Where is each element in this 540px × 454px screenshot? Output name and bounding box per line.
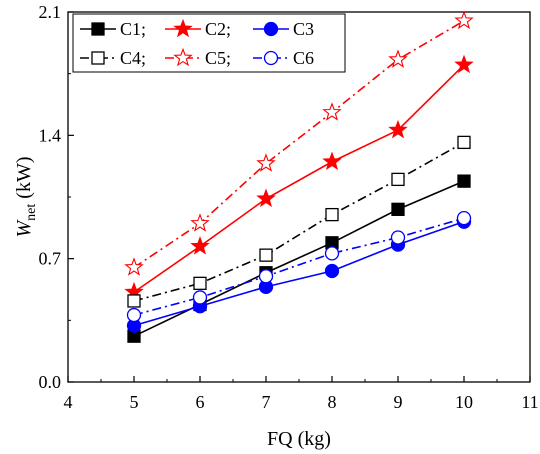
y-axis-symbol: W	[13, 218, 35, 237]
y-tick-label: 0.0	[39, 372, 62, 392]
legend-marker	[173, 18, 193, 38]
data-point	[457, 135, 471, 150]
legend-label: C6	[293, 48, 314, 68]
legend-item: C5;	[165, 47, 231, 68]
series-c2	[124, 54, 474, 301]
series-c5	[124, 10, 474, 276]
x-axis-title: FQ (kg)	[267, 428, 331, 450]
x-tick-label: 9	[394, 392, 403, 412]
data-point	[190, 236, 210, 255]
legend-label: C4;	[120, 48, 146, 68]
x-tick-label: 8	[328, 392, 337, 412]
data-point	[388, 49, 408, 68]
y-tick-label: 1.4	[39, 125, 62, 145]
data-point	[457, 174, 471, 188]
data-point	[454, 54, 474, 74]
legend-marker	[173, 47, 193, 67]
series-line	[133, 220, 465, 327]
legend-label: C3	[293, 19, 314, 39]
data-point	[256, 188, 276, 208]
x-tick-label: 10	[455, 392, 473, 412]
series-c6	[126, 210, 472, 323]
legend-marker	[263, 21, 279, 37]
data-point	[124, 257, 144, 276]
data-point	[456, 210, 472, 226]
data-point	[454, 10, 474, 30]
data-point	[256, 153, 276, 172]
series-layer	[124, 10, 474, 343]
data-point	[325, 207, 339, 222]
data-point	[322, 102, 342, 121]
data-point	[127, 294, 141, 308]
data-point	[126, 307, 142, 323]
x-tick-label: 7	[262, 392, 271, 412]
data-point	[390, 230, 406, 245]
series-line	[133, 217, 465, 316]
data-point	[324, 263, 340, 279]
y-tick-label: 2.1	[39, 2, 62, 22]
data-point	[258, 269, 274, 284]
legend-item: C4;	[80, 48, 146, 68]
legend-item: C6	[253, 48, 314, 68]
data-point	[391, 202, 405, 216]
y-axis-unit: (kW)	[13, 157, 35, 204]
legend-marker	[91, 51, 105, 65]
data-point	[391, 172, 405, 187]
x-tick-label: 6	[196, 392, 205, 412]
axis-ticks: 4 5 6 7 8 9 10 11 0.0 0.7 1.4 2.1	[39, 2, 539, 412]
series-c4	[127, 135, 471, 308]
data-point	[190, 213, 210, 232]
legend-marker	[91, 22, 105, 36]
x-tick-label: 11	[521, 392, 538, 412]
legend-item: C1;	[80, 19, 146, 39]
x-tick-label: 4	[64, 392, 73, 412]
legend-label: C5;	[205, 48, 231, 68]
series-line	[133, 64, 465, 293]
data-point	[193, 276, 207, 290]
legend-marker	[263, 50, 279, 66]
series-c1	[127, 174, 471, 343]
series-line	[133, 20, 465, 269]
legend-label: C1;	[120, 19, 146, 39]
data-point	[322, 151, 342, 171]
data-point	[388, 119, 408, 139]
y-axis-subscript: net	[24, 204, 39, 221]
data-point	[192, 290, 208, 305]
legend-item: C2;	[165, 18, 231, 39]
legend-label: C2;	[205, 19, 231, 39]
y-axis-title: Wnet (kW)	[13, 157, 39, 238]
legend-item: C3	[253, 19, 314, 39]
legend-box	[72, 13, 346, 73]
y-tick-label: 0.7	[39, 249, 62, 269]
x-tick-label: 5	[130, 392, 139, 412]
data-point	[259, 248, 273, 262]
legend: C1; C2; C3 C4; C5; C6	[72, 13, 346, 73]
data-point	[324, 246, 340, 261]
series-line	[133, 141, 465, 302]
